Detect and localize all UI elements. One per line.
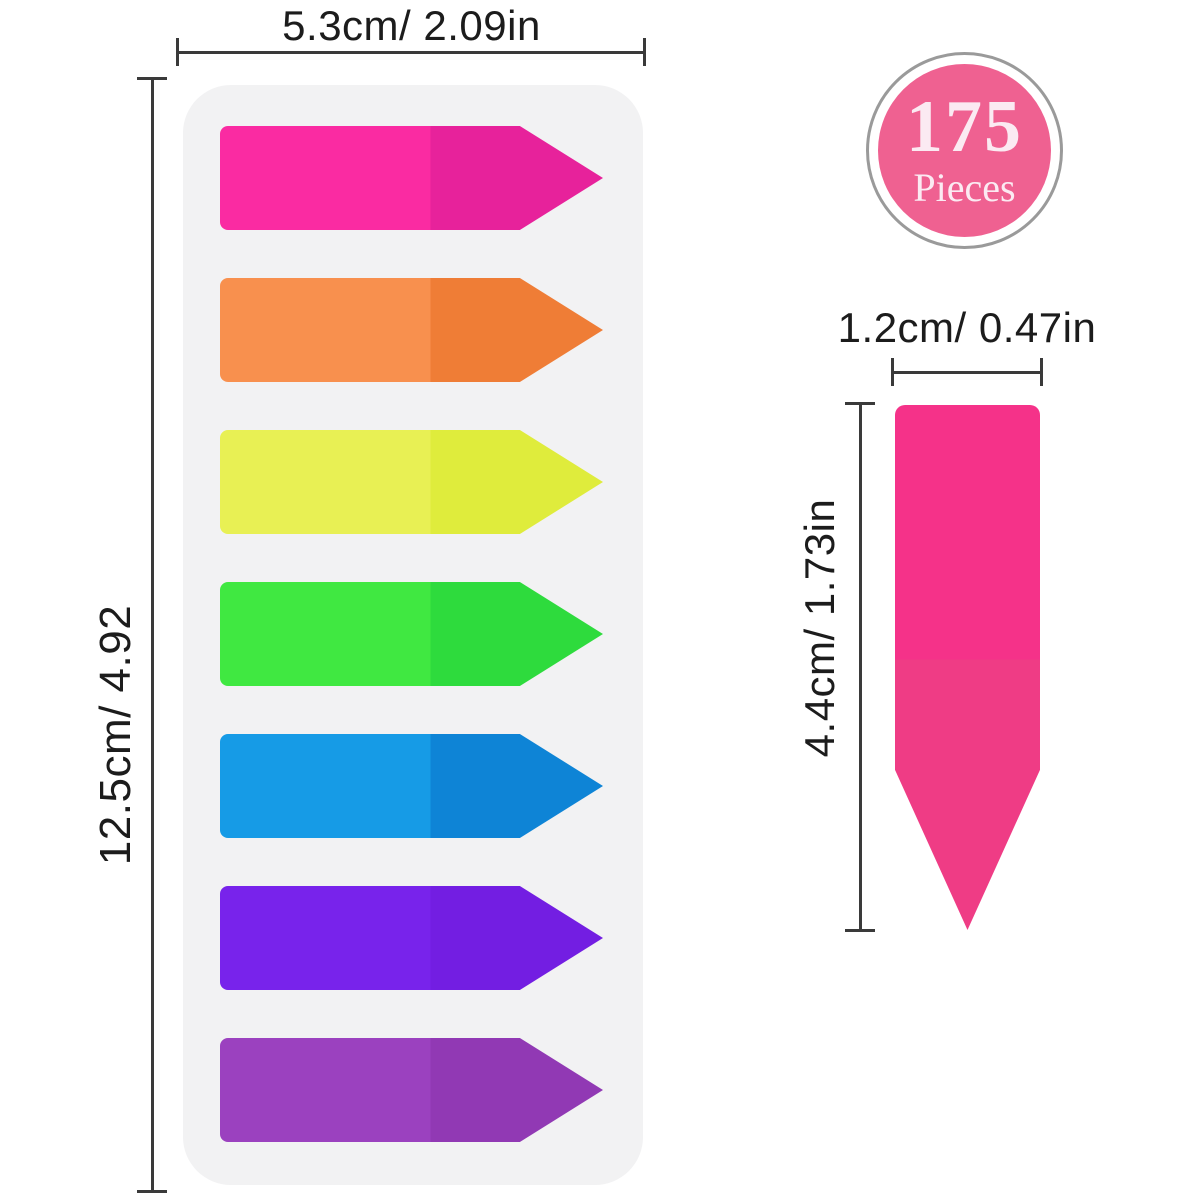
card-height-label: 12.5cm/ 4.92 <box>91 604 140 866</box>
single-tab-width-tick-right <box>1040 358 1043 386</box>
arrow-tab-green <box>220 582 603 686</box>
card-height-dimension-line <box>151 78 154 1193</box>
arrow-tab-blue <box>220 734 603 838</box>
arrow-tab-yellow <box>220 430 603 534</box>
arrow-tab-purple <box>220 1038 603 1142</box>
card-width-dimension-line <box>177 51 646 54</box>
card-width-tick-right <box>643 38 646 66</box>
single-tab-height-tick-bottom <box>845 929 875 932</box>
single-tab-width-label: 1.2cm/ 0.47in <box>837 304 1097 351</box>
single-tab-width-dimension-line <box>893 371 1042 374</box>
tabs-card <box>183 85 643 1185</box>
arrow-tab-orange <box>220 278 603 382</box>
pieces-count: 175 <box>906 85 1023 168</box>
card-height-tick-bottom <box>137 1190 167 1193</box>
arrow-tab-pink <box>220 126 603 230</box>
single-tab-height-dimension-line <box>859 403 862 932</box>
pieces-badge: 175 Pieces <box>866 52 1063 249</box>
pieces-unit: Pieces <box>913 164 1016 210</box>
single-tab-height-label: 4.4cm/ 1.73in <box>796 498 843 758</box>
single-tab-width-tick-left <box>891 358 894 386</box>
card-height-tick-top <box>137 77 167 80</box>
single-arrow-tab <box>895 405 1040 930</box>
arrow-tab-violet <box>220 886 603 990</box>
single-tab-height-tick-top <box>845 402 875 405</box>
card-width-tick-left <box>176 38 179 66</box>
pieces-badge-inner: 175 Pieces <box>878 64 1051 237</box>
card-width-label: 5.3cm/ 2.09in <box>282 2 541 49</box>
